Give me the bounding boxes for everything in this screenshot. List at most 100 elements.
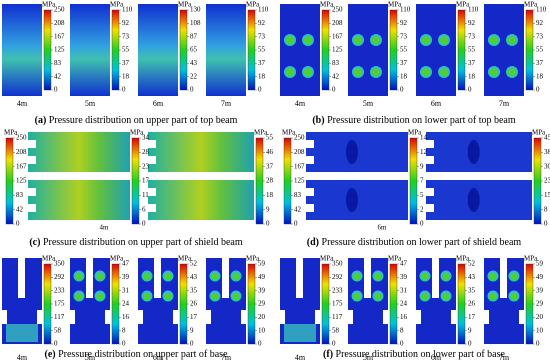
colorbar-unit: MPa xyxy=(320,1,334,9)
pressure-spot xyxy=(232,292,240,300)
slot xyxy=(148,188,156,196)
pressure-map xyxy=(206,4,246,96)
colorbar xyxy=(321,263,330,345)
colorbar-tick-label: 31 xyxy=(122,286,130,294)
colorbar-tick-label: 55 xyxy=(536,46,544,54)
pressure-spot xyxy=(75,272,83,280)
pressure-spot xyxy=(372,68,380,76)
image-label: 5m xyxy=(85,353,96,361)
slot xyxy=(70,310,75,324)
colorbar-unit: MPa xyxy=(408,129,422,137)
colorbar-unit: MPa xyxy=(282,129,296,137)
colorbar xyxy=(247,263,256,345)
colorbar-tick-label: 39 xyxy=(536,286,544,294)
caption-label: (b) xyxy=(312,115,324,126)
slot xyxy=(37,310,42,324)
slot xyxy=(148,204,156,212)
caption-label: (f) xyxy=(323,349,333,360)
slot xyxy=(86,258,93,298)
colorbar-tick-label: 37 xyxy=(122,59,130,67)
colorbar-tick-label: 52 xyxy=(190,260,198,268)
pressure-spot xyxy=(211,272,219,280)
caption-text: Pressure distribution on upper part of s… xyxy=(43,237,243,248)
colorbar-tick-label: 37 xyxy=(400,59,408,67)
colorbar-tick-label: 8 xyxy=(122,326,126,334)
colorbar xyxy=(43,9,52,91)
colorbar-tick-label: 0 xyxy=(468,86,472,94)
pressure-spot xyxy=(421,292,429,300)
pressure-spot xyxy=(510,292,518,300)
colorbar-tick-label: 73 xyxy=(258,32,266,40)
colorbar-tick-label: 0 xyxy=(142,220,146,228)
colorbar-tick-label: 43 xyxy=(468,273,476,281)
slot xyxy=(18,258,25,298)
colorbar-tick-label: 117 xyxy=(332,313,343,321)
colorbar xyxy=(131,137,140,225)
image-label: 5m xyxy=(363,353,374,361)
colorbar-tick-label: 87 xyxy=(190,32,198,40)
pressure-spot xyxy=(422,36,430,44)
caption-text: Pressure distribution on lower part of b… xyxy=(336,349,506,360)
image-label: 7m xyxy=(499,99,510,108)
colorbar-tick-label: 2 xyxy=(420,205,424,213)
slot xyxy=(416,310,421,324)
colorbar-tick-label: 16 xyxy=(122,313,130,321)
colorbar-unit: MPa xyxy=(388,1,402,9)
slot xyxy=(280,310,285,324)
colorbar-tick-label: 58 xyxy=(54,326,62,334)
colorbar-tick-label: 9 xyxy=(420,162,424,170)
colorbar-tick-label: 47 xyxy=(122,260,130,268)
colorbar-tick-label: 9 xyxy=(468,326,472,334)
slot xyxy=(138,310,143,324)
pressure-map xyxy=(138,4,178,96)
colorbar-tick-label: 125 xyxy=(332,46,343,54)
image-label: 7m xyxy=(221,99,232,108)
colorbar-tick-label: 292 xyxy=(54,273,65,281)
colorbar-tick-label: 55 xyxy=(468,46,476,54)
colorbar-tick-label: 0 xyxy=(258,86,262,94)
pressure-spot xyxy=(286,36,294,44)
colorbar-tick-label: 20 xyxy=(258,313,266,321)
pressure-spot xyxy=(421,272,429,280)
colorbar-tick-label: 26 xyxy=(190,300,198,308)
colorbar-tick-label: 37 xyxy=(258,59,266,67)
pressure-spot xyxy=(164,272,172,280)
pressure-spot xyxy=(489,292,497,300)
colorbar-tick-label: 9 xyxy=(190,326,194,334)
colorbar-tick-label: 83 xyxy=(294,191,302,199)
colorbar-tick-label: 45 xyxy=(544,134,550,142)
slot xyxy=(426,188,434,196)
caption-text: Pressure distribution on upper part of t… xyxy=(49,115,238,126)
colorbar-tick-label: 0 xyxy=(332,340,336,348)
colorbar-tick-label: 110 xyxy=(122,6,133,14)
pressure-map xyxy=(28,132,130,172)
colorbar-unit: MPa xyxy=(524,1,538,9)
colorbar-tick-label: 250 xyxy=(332,6,343,14)
slot xyxy=(222,258,229,298)
pressure-spot xyxy=(442,272,450,280)
colorbar-tick-label: 0 xyxy=(536,340,540,348)
colorbar xyxy=(321,9,330,91)
slot xyxy=(426,204,434,212)
colorbar-tick-label: 175 xyxy=(54,300,65,308)
colorbar-tick-label: 18 xyxy=(266,191,274,199)
pressure-spot xyxy=(304,36,312,44)
colorbar-tick-label: 31 xyxy=(400,286,408,294)
colorbar-tick-label: 55 xyxy=(400,46,408,54)
colorbar-tick-label: 130 xyxy=(190,6,201,14)
colorbar-unit: MPa xyxy=(110,1,124,9)
colorbar-tick-label: 125 xyxy=(54,46,65,54)
colorbar-tick-label: 23 xyxy=(142,162,150,170)
colorbar-tick-label: 208 xyxy=(294,148,305,156)
slot xyxy=(364,258,371,298)
pressure-map xyxy=(28,180,130,220)
colorbar xyxy=(111,9,120,91)
colorbar-tick-label: 18 xyxy=(258,72,266,80)
colorbar-tick-label: 5 xyxy=(420,191,424,199)
colorbar-unit: MPa xyxy=(246,1,260,9)
pressure-spot xyxy=(353,292,361,300)
colorbar-tick-label: 17 xyxy=(190,313,198,321)
colorbar-unit: MPa xyxy=(532,129,546,137)
caption: (d) Pressure distribution on lower part … xyxy=(307,237,522,248)
